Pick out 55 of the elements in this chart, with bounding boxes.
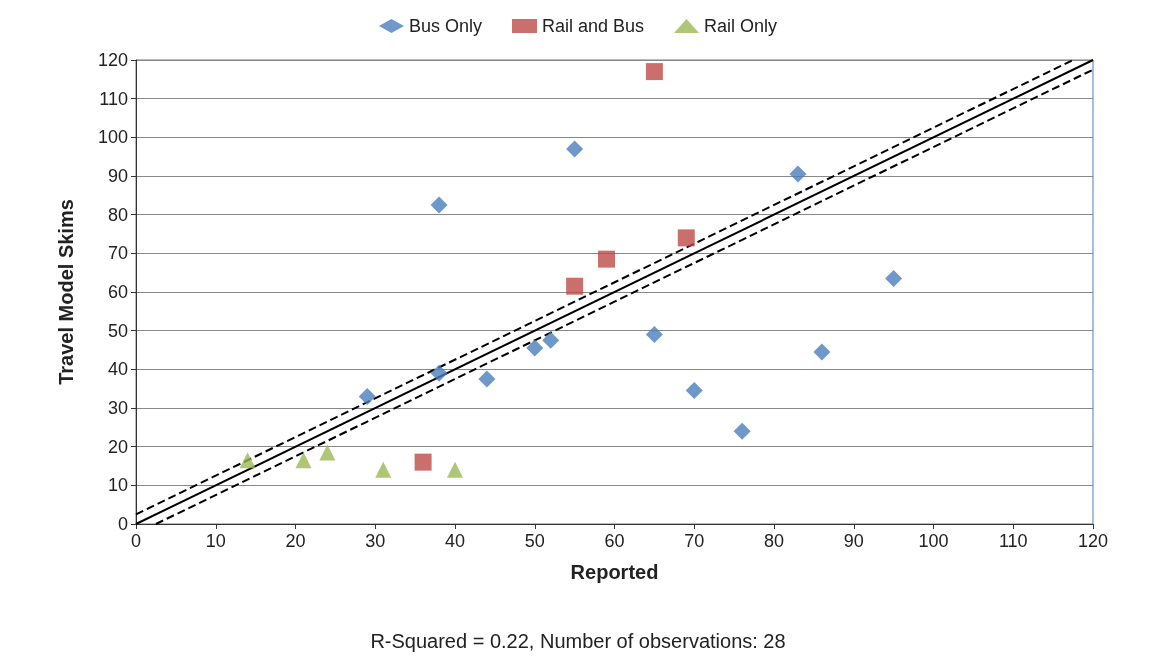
point	[677, 229, 695, 247]
y-axis-title: Travel Model Skims	[55, 199, 77, 385]
point	[645, 63, 663, 81]
x-tick-label: 30	[365, 531, 386, 551]
y-tick-label: 110	[99, 88, 128, 109]
point	[414, 453, 432, 471]
point	[645, 326, 663, 344]
legend-label: Rail Only	[704, 16, 778, 36]
y-tick-label: 50	[107, 320, 128, 341]
point	[358, 387, 376, 405]
x-tick-label: 10	[205, 531, 226, 551]
y-tick-label: 100	[97, 127, 128, 148]
x-tick-label: 20	[285, 531, 306, 551]
point	[375, 461, 392, 478]
x-tick-label: 50	[524, 531, 545, 551]
point	[598, 250, 616, 268]
x-tick-label: 60	[604, 531, 625, 551]
x-tick-label: 110	[998, 531, 1028, 551]
text: R-Squared = 0.22, Number of observations: 28	[370, 630, 786, 652]
point	[295, 452, 312, 469]
point	[319, 444, 336, 461]
x-tick-label: 0	[130, 531, 142, 551]
y-tick-label: 80	[107, 204, 128, 225]
y-tick-label: 120	[97, 50, 128, 70]
point	[566, 140, 584, 158]
point	[447, 461, 463, 478]
y-tick-label: 20	[107, 436, 128, 457]
x-tick-label: 40	[444, 531, 466, 551]
x-tick-label: 70	[684, 531, 705, 551]
point	[733, 422, 751, 440]
y-tick-label: 60	[107, 282, 128, 302]
point	[526, 339, 544, 357]
point	[542, 331, 560, 349]
x-tick-label: 90	[843, 531, 864, 551]
point	[430, 196, 448, 214]
x-tick-label: 100	[918, 531, 949, 551]
y-tick-label: 10	[107, 475, 128, 496]
point	[478, 370, 496, 388]
point	[885, 269, 903, 287]
y-tick-label: 70	[107, 243, 128, 264]
legend-label: Bus Only	[408, 16, 482, 36]
y-tick-label: 30	[107, 398, 128, 418]
point	[239, 452, 256, 469]
x-tick-label: 80	[763, 531, 785, 551]
point	[813, 343, 831, 361]
y-tick-label: 0	[117, 514, 128, 534]
point	[430, 364, 448, 382]
x-axis-title: Reported	[570, 561, 659, 583]
point	[685, 382, 703, 400]
y-tick-label: 40	[107, 359, 128, 380]
point	[789, 165, 807, 183]
x-tick-label: 120	[1077, 531, 1109, 551]
point	[566, 277, 584, 295]
y-tick-label: 90	[107, 166, 128, 186]
legend-label: Rail and Bus	[541, 16, 645, 36]
